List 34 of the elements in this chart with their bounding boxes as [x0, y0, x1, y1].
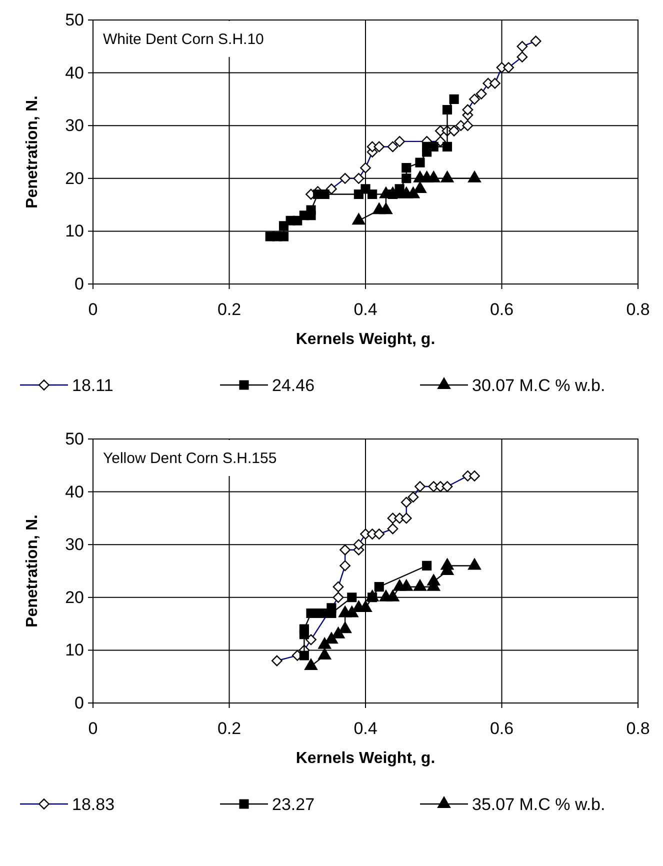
- text: White Dent Corn S.H.10: [103, 31, 264, 48]
- y-tick-label: 0: [74, 693, 84, 712]
- y-tick-label: 40: [65, 482, 84, 502]
- y-tick-label: 20: [65, 168, 84, 188]
- y-tick-label: 10: [65, 222, 84, 241]
- y-tick-label: 20: [65, 588, 84, 607]
- legend-label: 18.11: [72, 376, 114, 395]
- y-tick-label: 30: [65, 116, 84, 136]
- legend-label: 18.83: [72, 795, 115, 814]
- y-tick-label: 40: [65, 63, 84, 82]
- legend-label: 23.27: [272, 795, 315, 814]
- legend-label: 35.07 M.C % w.b.: [472, 795, 606, 814]
- x-tick-label: 0.4: [354, 300, 378, 320]
- x-axis-title: Kernels Weight, g.: [296, 331, 436, 348]
- legend-label: 24.46: [272, 376, 315, 395]
- y-tick-label: 0: [74, 274, 84, 294]
- y-tick-label: 10: [65, 640, 84, 660]
- x-tick-label: 0.8: [626, 719, 650, 738]
- x-tick-label: 0.2: [217, 300, 242, 320]
- y-tick-label: 50: [65, 10, 84, 30]
- y-axis-title: Penetration, N.: [24, 96, 41, 208]
- y-axis-title: Penetration, N.: [24, 514, 41, 628]
- x-tick-label: 0.6: [490, 719, 514, 738]
- x-tick-label: 0.6: [490, 300, 514, 320]
- x-tick-label: 0: [88, 300, 98, 320]
- x-axis-title: Kernels Weight, g.: [296, 750, 436, 767]
- x-tick-label: 0.2: [217, 719, 242, 738]
- y-tick-label: 50: [65, 429, 84, 448]
- x-tick-label: 0.4: [354, 719, 378, 738]
- x-tick-label: 0.8: [626, 300, 650, 320]
- x-tick-label: 0: [88, 719, 98, 738]
- y-tick-label: 30: [65, 535, 84, 554]
- text: Yellow Dent Corn S.H.155: [103, 450, 277, 467]
- legend-label: 30.07 M.C % w.b.: [472, 376, 606, 395]
